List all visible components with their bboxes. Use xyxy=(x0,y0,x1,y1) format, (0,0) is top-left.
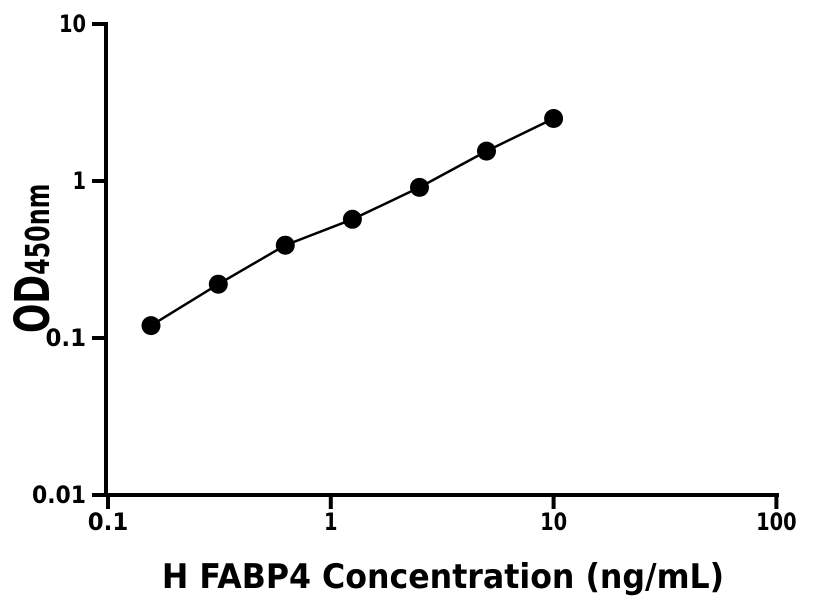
x-tick-label: 0.1 xyxy=(88,508,129,536)
data-series xyxy=(141,109,564,336)
y-axis-title: OD450nm xyxy=(5,162,61,362)
x-tick-label: 100 xyxy=(756,508,797,536)
y-axis-title-subscript: 450nm xyxy=(18,183,57,275)
y-tick-label: 0.01 xyxy=(32,481,86,509)
y-tick-label: 1 xyxy=(73,167,87,195)
data-point xyxy=(342,209,362,229)
data-point xyxy=(141,316,161,336)
data-point xyxy=(208,274,228,294)
tick-marks xyxy=(92,22,779,509)
data-point xyxy=(410,177,429,197)
data-point xyxy=(477,141,496,161)
axes xyxy=(104,22,779,497)
x-tick-label: 10 xyxy=(540,508,567,536)
x-axis-title: H FABP4 Concentration (ng/mL) xyxy=(161,557,725,597)
y-axis-title-main: OD xyxy=(5,274,61,333)
x-tick-label: 1 xyxy=(324,508,338,536)
data-point xyxy=(544,109,564,128)
data-point xyxy=(275,235,295,255)
y-tick-label: 0.1 xyxy=(46,324,87,352)
y-tick-label: 10 xyxy=(59,10,86,38)
